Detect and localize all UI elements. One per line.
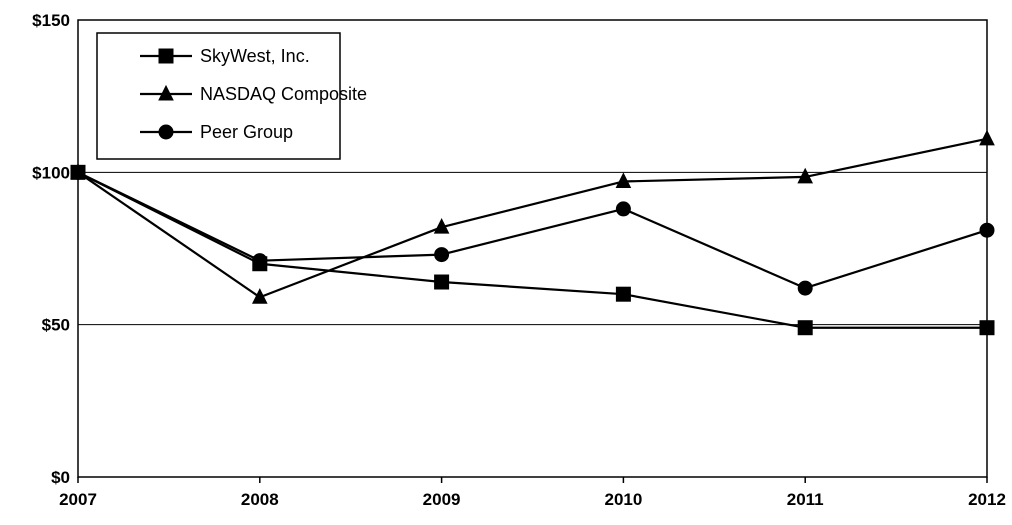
data-point-square xyxy=(797,320,813,336)
data-point-square xyxy=(979,320,995,336)
data-point-circle xyxy=(70,164,86,180)
legend-marker-square xyxy=(158,48,174,64)
y-tick-label: $100 xyxy=(32,163,70,182)
x-tick-label: 2009 xyxy=(423,490,461,509)
data-point-square xyxy=(615,286,631,302)
series-square xyxy=(70,164,995,336)
series-group xyxy=(70,129,995,336)
x-tick-label: 2010 xyxy=(604,490,642,509)
series-circle xyxy=(70,164,995,296)
series-line-circle xyxy=(77,171,988,290)
data-point-circle xyxy=(615,201,631,217)
legend-label: SkyWest, Inc. xyxy=(200,46,310,66)
legend-item-circle: Peer Group xyxy=(140,122,293,142)
legend-item-square: SkyWest, Inc. xyxy=(140,46,310,66)
data-point-circle xyxy=(434,247,450,263)
series-line-square xyxy=(77,171,987,329)
x-tick-label: 2012 xyxy=(968,490,1006,509)
data-point-circle xyxy=(979,222,995,238)
series-line-triangle xyxy=(77,137,988,299)
data-point-square xyxy=(434,274,450,290)
x-tick-label: 2011 xyxy=(787,490,824,509)
legend-item-triangle: NASDAQ Composite xyxy=(140,84,367,104)
legend: SkyWest, Inc. NASDAQ Composite Peer Group xyxy=(96,32,367,160)
legend-label: NASDAQ Composite xyxy=(200,84,367,104)
y-axis-tick-labels: $0 $50 $100 $150 xyxy=(32,11,70,487)
data-point-circle xyxy=(797,280,813,296)
legend-marker-triangle xyxy=(158,84,174,101)
x-tick-label: 2007 xyxy=(59,490,97,509)
data-point-triangle xyxy=(433,218,450,234)
legend-box xyxy=(96,32,341,160)
grid-lines xyxy=(78,171,987,326)
plot-area-frame xyxy=(77,19,988,478)
data-point-circle xyxy=(252,253,268,269)
data-point-triangle xyxy=(251,288,268,304)
data-point-triangle xyxy=(615,172,632,188)
y-tick-label: $0 xyxy=(51,468,70,487)
data-point-triangle xyxy=(979,129,995,146)
legend-marker-circle xyxy=(158,124,174,140)
y-tick-label: $150 xyxy=(32,11,70,30)
x-axis-tick-labels: 2007 2008 2009 2010 2011 2012 xyxy=(59,477,1006,509)
y-tick-label: $50 xyxy=(42,316,70,335)
data-point-triangle xyxy=(797,167,814,184)
legend-label: Peer Group xyxy=(200,122,293,142)
x-tick-label: 2008 xyxy=(241,490,279,509)
